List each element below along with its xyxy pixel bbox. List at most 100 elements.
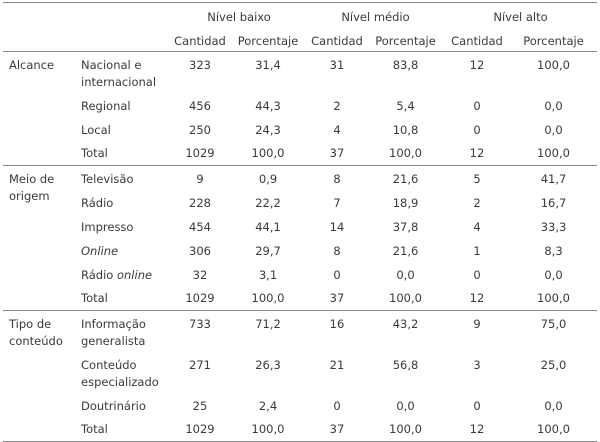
value-cell: 0 xyxy=(333,399,341,413)
header-column-row: Cantidad Porcentaje Cantidad Porcentaje … xyxy=(3,31,598,52)
value-cell: 83,8 xyxy=(392,58,419,72)
value-cell: 100,0 xyxy=(510,418,598,442)
value-cell: 323 xyxy=(189,58,211,72)
column-header: Cantidad xyxy=(307,31,367,52)
value-cell: 2 xyxy=(333,99,341,113)
value-cell: 9 xyxy=(196,172,204,186)
value-cell: 16 xyxy=(329,317,345,331)
value-cell: 12 xyxy=(444,287,510,311)
value-cell: 26,3 xyxy=(255,358,281,372)
value-cell: 31 xyxy=(329,58,345,72)
value-cell: 31,4 xyxy=(255,58,281,72)
value-cell: 7 xyxy=(333,196,341,210)
value-cell: 0 xyxy=(473,99,481,113)
column-header: Porcentaje xyxy=(367,31,444,52)
category-label: Alcance xyxy=(3,51,77,166)
row-label: Nacional e internacional xyxy=(81,58,157,89)
value-cell: 0,0 xyxy=(544,268,563,282)
value-cell: 75,0 xyxy=(540,317,567,331)
column-header: Porcentaje xyxy=(510,31,598,52)
value-cell: 100,0 xyxy=(510,142,598,166)
value-cell: 0,0 xyxy=(396,399,415,413)
value-cell: 8,3 xyxy=(544,244,563,258)
value-cell: 100,0 xyxy=(510,287,598,311)
value-cell: 100,0 xyxy=(367,142,444,166)
row-label: Rádio online xyxy=(81,268,153,282)
value-cell: 454 xyxy=(189,220,211,234)
value-cell: 2 xyxy=(473,196,481,210)
value-cell: 0,0 xyxy=(544,123,563,137)
row-label: Local xyxy=(81,123,111,137)
value-cell: 21 xyxy=(329,358,345,372)
value-cell: 32 xyxy=(192,268,208,282)
table-row: Total 1029 100,0 37 100,0 12 100,0 xyxy=(3,287,598,311)
row-label: Doutrinário xyxy=(81,399,146,413)
group-header: Nível alto xyxy=(444,2,598,31)
value-cell: 5,4 xyxy=(396,99,415,113)
value-cell: 1 xyxy=(473,244,481,258)
table-row: Local 250 24,3 4 10,8 0 0,0 xyxy=(3,118,597,142)
value-cell: 25,0 xyxy=(540,358,567,372)
value-cell: 0,0 xyxy=(544,399,563,413)
value-cell: 228 xyxy=(189,196,211,210)
value-cell: 56,8 xyxy=(392,358,419,372)
value-cell: 1029 xyxy=(171,142,229,166)
row-label: Regional xyxy=(81,99,131,113)
value-cell: 0 xyxy=(473,268,481,282)
value-cell: 4 xyxy=(473,220,481,234)
value-cell: 100,0 xyxy=(229,142,307,166)
value-cell: 12 xyxy=(469,58,485,72)
value-cell: 3 xyxy=(473,358,481,372)
group-header: Nível médio xyxy=(307,2,444,31)
value-cell: 100,0 xyxy=(229,287,307,311)
group-header: Nível baixo xyxy=(171,2,307,31)
value-cell: 37,8 xyxy=(392,220,419,234)
value-cell: 41,7 xyxy=(540,172,567,186)
row-label: Televisão xyxy=(81,172,134,186)
value-cell: 14 xyxy=(329,220,345,234)
value-cell: 4 xyxy=(333,123,341,137)
value-cell: 12 xyxy=(444,418,510,442)
row-label: Total xyxy=(77,142,171,166)
row-label: Impresso xyxy=(81,220,134,234)
value-cell: 24,3 xyxy=(255,123,281,137)
value-cell: 12 xyxy=(444,142,510,166)
value-cell: 37 xyxy=(307,418,367,442)
value-cell: 71,2 xyxy=(255,317,281,331)
value-cell: 25 xyxy=(192,399,208,413)
table-row: Regional 456 44,3 2 5,4 0 0,0 xyxy=(3,94,597,118)
value-cell: 100,0 xyxy=(367,287,444,311)
value-cell: 16,7 xyxy=(540,196,567,210)
column-header: Cantidad xyxy=(171,31,229,52)
table-row: Online 306 29,7 8 21,6 1 8,3 xyxy=(3,239,597,263)
value-cell: 10,8 xyxy=(392,123,419,137)
value-cell: 271 xyxy=(189,358,211,372)
value-cell: 8 xyxy=(333,244,341,258)
table-row: Doutrinário 25 2,4 0 0,0 0 0,0 xyxy=(3,394,597,418)
row-label: Conteúdo especializado xyxy=(81,358,159,389)
value-cell: 43,2 xyxy=(392,317,419,331)
table-row: Alcance Nacional e internacional 323 31,4 31… xyxy=(3,51,597,166)
table-row: Tipo de conteúdo Informação generalista 73… xyxy=(3,310,597,442)
value-cell: 0 xyxy=(333,268,341,282)
value-cell: 1029 xyxy=(171,418,229,442)
table-row: Conteúdo especializado 271 26,3 21 56,8 3 25,0 xyxy=(3,353,597,394)
row-label: Online xyxy=(81,244,119,258)
row-label: Total xyxy=(77,418,171,442)
value-cell: 8 xyxy=(333,172,341,186)
value-cell: 44,1 xyxy=(255,220,281,234)
value-cell: 37 xyxy=(307,142,367,166)
value-cell: 456 xyxy=(189,99,211,113)
value-cell: 100,0 xyxy=(537,58,570,72)
value-cell: 733 xyxy=(189,317,211,331)
value-cell: 100,0 xyxy=(367,418,444,442)
value-cell: 22,2 xyxy=(255,196,281,210)
value-cell: 37 xyxy=(307,287,367,311)
value-cell: 1029 xyxy=(171,287,229,311)
table-row: Impresso 454 44,1 14 37,8 4 33,3 xyxy=(3,215,597,239)
value-cell: 29,7 xyxy=(255,244,281,258)
column-header: Cantidad xyxy=(444,31,510,52)
header-group-row: Nível baixo Nível médio Nível alto xyxy=(3,2,598,31)
table-row: Total 1029 100,0 37 100,0 12 100,0 xyxy=(3,142,598,166)
value-cell: 0 xyxy=(473,123,481,137)
